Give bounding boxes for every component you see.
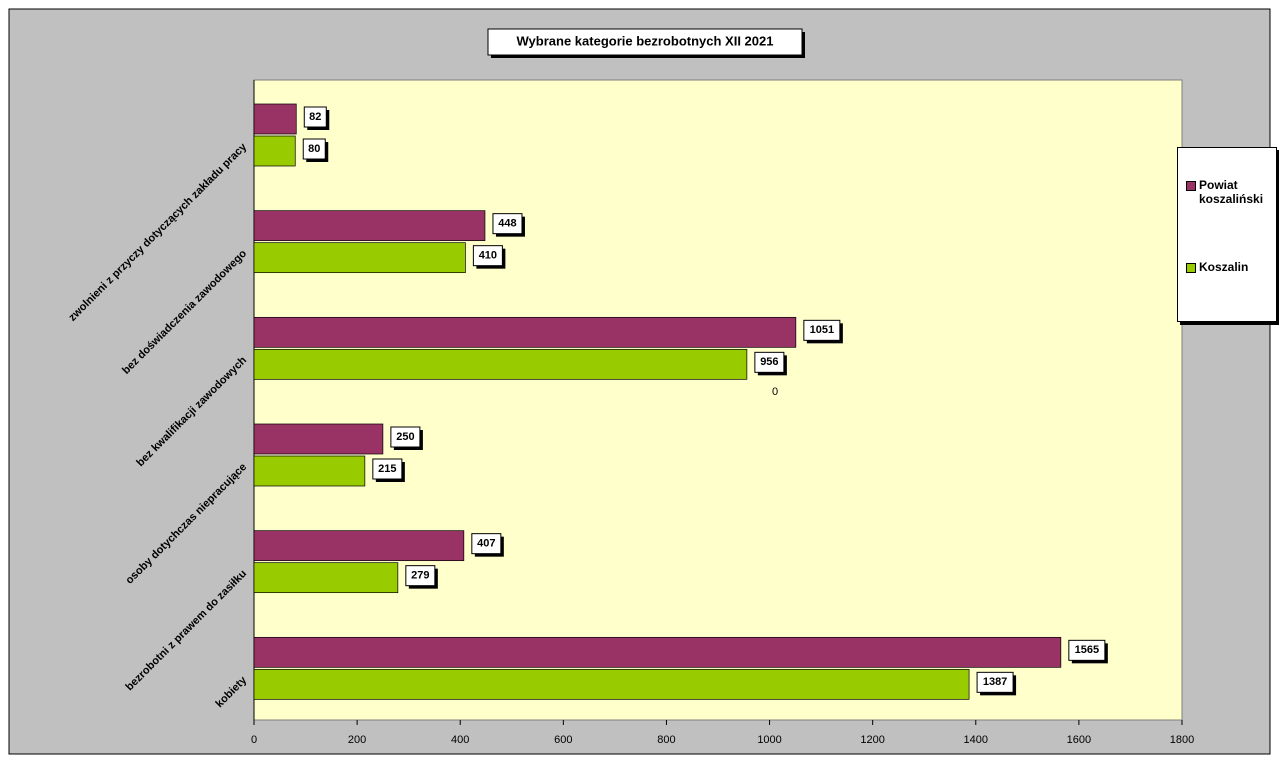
value-label-box [372, 458, 403, 480]
bar [253, 316, 797, 348]
value-label: 407 [477, 538, 495, 550]
x-tick-label: 1400 [964, 734, 988, 746]
bar [253, 103, 297, 135]
value-label: 215 [378, 463, 396, 475]
legend-swatch [1186, 181, 1196, 191]
x-tick-label: 1000 [757, 734, 781, 746]
bar [253, 530, 465, 562]
x-tick-label: 200 [348, 734, 366, 746]
value-label-box [472, 245, 503, 267]
x-tick-label: 0 [251, 734, 257, 746]
bar [253, 135, 296, 167]
annotation: 0 [772, 386, 778, 398]
bar [253, 242, 466, 274]
legend-label: Powiat koszaliński [1199, 178, 1264, 206]
bar [253, 348, 748, 380]
bar [253, 668, 970, 700]
legend-item: Powiat koszaliński [1186, 178, 1276, 206]
value-label: 956 [760, 356, 778, 368]
legend-swatch [1186, 263, 1196, 273]
value-label-box [303, 106, 327, 128]
value-label-box [471, 533, 502, 555]
value-label: 279 [411, 570, 429, 582]
value-label-box [976, 671, 1014, 693]
x-tick-label: 1200 [860, 734, 884, 746]
plot-area [253, 79, 1183, 721]
value-label-box [803, 319, 841, 341]
value-label: 1387 [983, 676, 1007, 688]
x-tick-label: 600 [554, 734, 572, 746]
value-label-box [405, 565, 436, 587]
value-label: 448 [498, 218, 516, 230]
value-label: 250 [396, 431, 414, 443]
bar [253, 562, 399, 594]
x-tick-label: 800 [657, 734, 675, 746]
value-label: 410 [479, 250, 497, 262]
value-label: 1051 [810, 324, 834, 336]
x-tick-label: 1600 [1067, 734, 1091, 746]
legend-label: Koszalin [1199, 260, 1249, 274]
legend: Powiat koszaliński Koszalin [1177, 147, 1277, 322]
chart-title: Wybrane kategorie bezrobotnych XII 2021 [517, 33, 774, 48]
title-box [487, 28, 803, 56]
bar [253, 636, 1062, 668]
value-label-box [1068, 639, 1106, 661]
value-label: 82 [309, 111, 321, 123]
value-label-box [754, 351, 785, 373]
value-label-box [390, 426, 421, 448]
legend-item: Koszalin [1186, 260, 1248, 274]
x-tick-label: 400 [451, 734, 469, 746]
value-label-box [302, 138, 326, 160]
bar [253, 455, 366, 487]
bar [253, 210, 486, 242]
value-label: 80 [308, 143, 320, 155]
value-label-box [492, 213, 523, 235]
x-tick-label: 1800 [1170, 734, 1194, 746]
bar [253, 423, 384, 455]
value-label: 1565 [1075, 644, 1099, 656]
